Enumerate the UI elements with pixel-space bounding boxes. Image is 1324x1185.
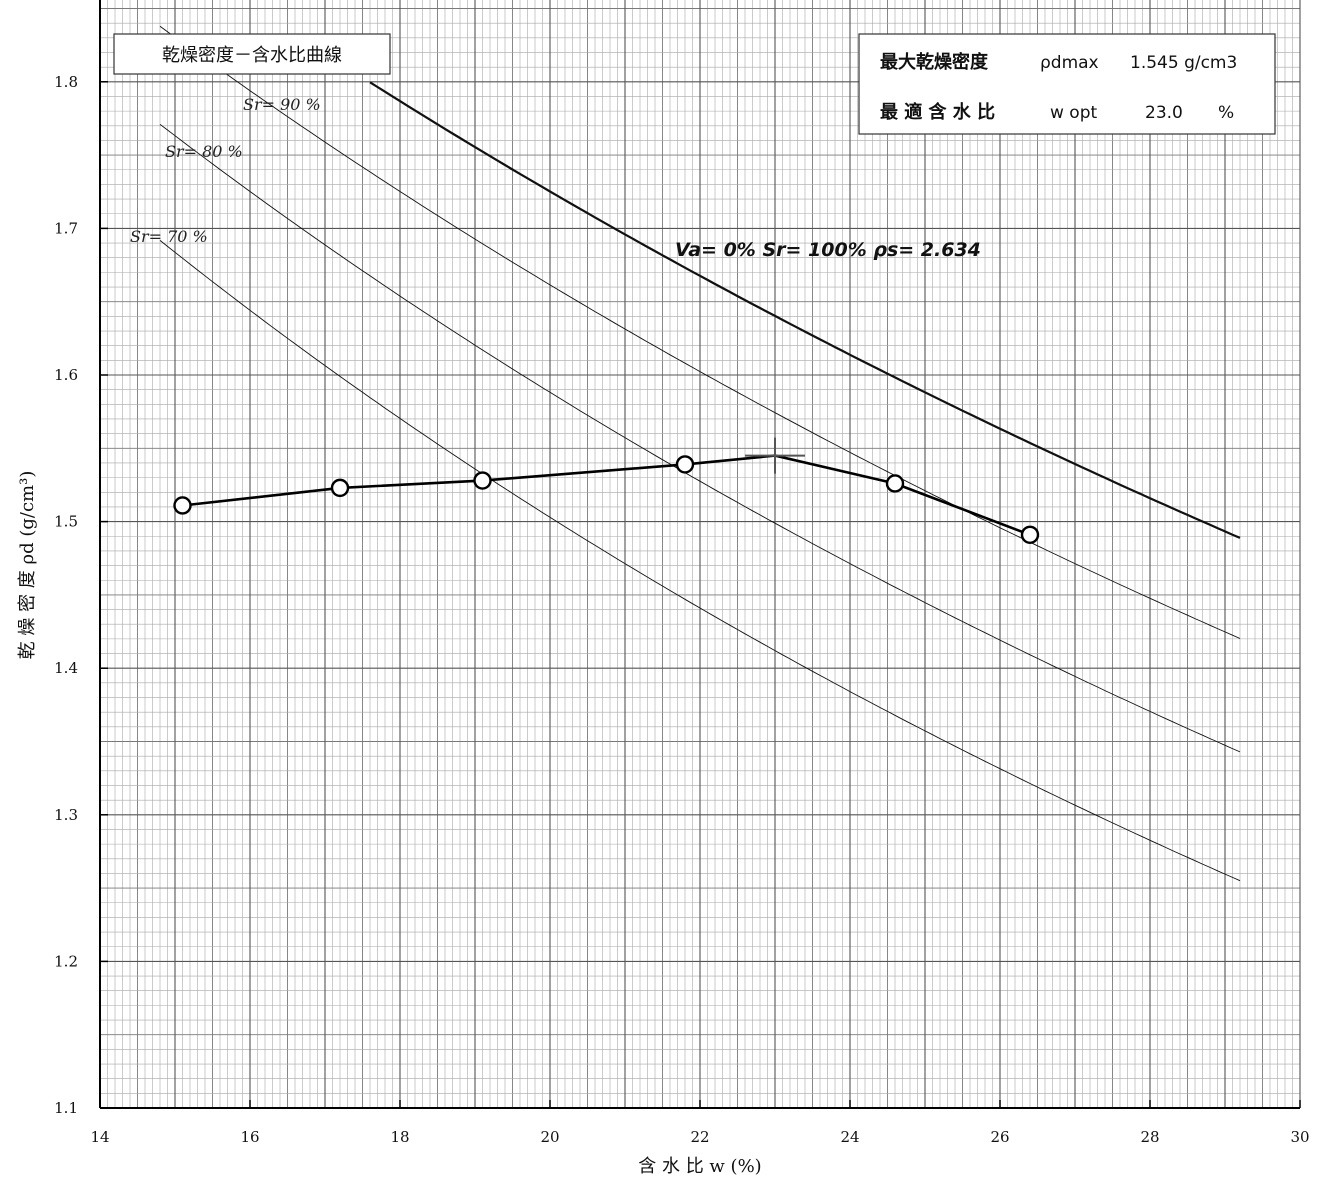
saturation-curves	[159, 25, 1241, 882]
sr90-curve-label: Sr= 90 %	[243, 95, 321, 114]
data-point	[885, 474, 905, 493]
x-tick-label: 18	[390, 1128, 409, 1146]
chart-title-box: 乾燥密度－含水比曲線	[113, 33, 391, 75]
data-point	[330, 478, 350, 498]
y-tick-label: 1.1	[54, 1099, 78, 1117]
x-tick-label: 30	[1290, 1128, 1309, 1146]
data-point	[1020, 525, 1040, 544]
x-tick-label: 26	[990, 1128, 1009, 1146]
x-tick-label: 14	[90, 1128, 109, 1146]
saturation-curve-sr80	[159, 123, 1241, 753]
optimum-water-content-symbol: w opt	[1050, 103, 1097, 123]
saturation-curve-sr90	[159, 25, 1241, 639]
y-tick-label: 1.2	[54, 952, 78, 970]
x-axis-title: 含 水 比 w (%)	[638, 1156, 761, 1177]
max-dry-density-value: 1.545 g/cm3	[1130, 53, 1237, 73]
y-tick-label: 1.6	[54, 366, 78, 384]
x-tick-label: 20	[540, 1128, 559, 1146]
saturation-curve-sr100	[369, 81, 1241, 539]
y-tick-label: 1.7	[54, 219, 78, 237]
y-tick-label: 1.5	[54, 513, 78, 531]
saturation-curve-sr70	[159, 240, 1241, 882]
x-tick-label: 16	[240, 1128, 259, 1146]
y-tick-label: 1.4	[54, 659, 78, 677]
y-tick-label: 1.8	[54, 73, 78, 91]
chart-title: 乾燥密度－含水比曲線	[162, 45, 342, 66]
optimum-water-content-unit: %	[1218, 103, 1234, 123]
data-point	[675, 455, 695, 474]
data-point	[473, 471, 492, 490]
y-tick-label: 1.3	[54, 806, 78, 824]
data-point	[173, 496, 192, 515]
data-series	[173, 437, 1040, 544]
max-dry-density-symbol: ρdmax	[1040, 53, 1099, 73]
sr70-curve-label: Sr= 70 %	[130, 227, 208, 246]
sr80-curve-label: Sr= 80 %	[165, 142, 243, 161]
major-grid	[99, 0, 1301, 1109]
ticks: 14 16 18 20 22 24 26 28 30 1.1 1.2 1.3 1.4 1.5 1.6 1.7 1…	[54, 73, 1309, 1146]
result-box: 最大乾燥密度 ρdmax 1.545 g/cm3 最 適 含 水 比 w opt…	[858, 33, 1276, 135]
sr100-curve-label: Va= 0% Sr= 100% ρs= 2.634	[675, 239, 981, 261]
optimum-water-content-label: 最 適 含 水 比	[880, 101, 995, 123]
x-tick-label: 22	[690, 1128, 709, 1146]
max-dry-density-label: 最大乾燥密度	[880, 51, 989, 73]
x-tick-label: 28	[1140, 1128, 1159, 1146]
y-axis-title: 乾 燥 密 度 ρd (g/cm³)	[17, 471, 38, 660]
optimum-water-content-value: 23.0	[1145, 103, 1183, 123]
x-tick-label: 24	[840, 1128, 859, 1146]
